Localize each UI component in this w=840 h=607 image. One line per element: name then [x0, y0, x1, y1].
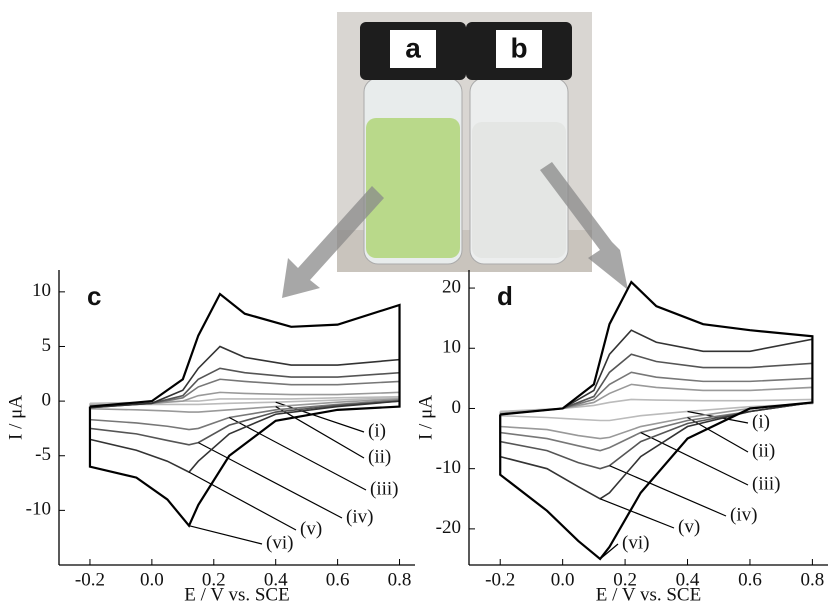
y-tick-label: 5	[42, 335, 52, 356]
curve-label: (iv)	[730, 504, 757, 525]
y-axis-label: I / μA	[5, 395, 26, 440]
curve-label: (i)	[368, 420, 386, 441]
y-tick-label: 10	[32, 280, 51, 301]
curve-label: (iii)	[370, 478, 399, 499]
curve-label: (ii)	[368, 446, 391, 467]
x-tick-label: 0.0	[140, 569, 164, 590]
leader-line	[188, 471, 297, 531]
x-axis-label: E / V vs. SCE	[184, 584, 289, 605]
vial-b-liquid	[472, 122, 566, 258]
x-tick-label: -0.2	[485, 569, 515, 590]
arrow-a	[282, 186, 384, 298]
x-axis-label: E / V vs. SCE	[596, 584, 701, 605]
x-tick-label: 0.6	[326, 569, 350, 590]
cv-curve	[499, 398, 814, 422]
leader-line	[188, 525, 263, 545]
curve-label: (v)	[678, 516, 700, 537]
panel-label: d	[497, 281, 513, 311]
label-a-box	[390, 30, 436, 68]
curve-label: (iii)	[752, 473, 781, 494]
x-tick-label: 0.6	[738, 569, 762, 590]
leader-line	[275, 401, 365, 433]
y-axis-label: I / μA	[415, 395, 436, 440]
leader-line	[599, 498, 675, 529]
leader-line	[198, 442, 343, 519]
x-tick-label: 0.2	[202, 569, 226, 590]
photo: a b	[337, 12, 592, 272]
arrows	[282, 162, 628, 298]
curve-label: (iv)	[346, 506, 373, 527]
leader-line	[609, 465, 727, 517]
cv-curve	[88, 292, 401, 528]
y-tick-label: 0	[452, 397, 462, 418]
curve-label: (v)	[300, 518, 322, 539]
leader-line	[599, 543, 619, 560]
curve-label: (ii)	[752, 440, 775, 461]
curve-label: (vi)	[266, 532, 293, 553]
y-tick-label: -5	[35, 444, 51, 465]
arrow-b	[540, 162, 628, 290]
leader-line	[228, 416, 367, 491]
panel-label: c	[87, 281, 101, 311]
y-tick-label: 20	[442, 276, 461, 297]
vial-label: a	[405, 32, 421, 63]
x-tick-label: 0.4	[676, 569, 700, 590]
x-tick-label: 0.0	[551, 569, 575, 590]
y-tick-label: -10	[26, 499, 51, 520]
y-tick-label: 10	[442, 337, 461, 358]
curve-label: (i)	[752, 411, 770, 432]
curve-label: (vi)	[622, 532, 649, 553]
x-tick-label: 0.8	[801, 569, 825, 590]
vial-label: b	[510, 32, 527, 63]
y-tick-label: -10	[436, 457, 461, 478]
cv-curve	[89, 367, 401, 446]
vial-a-liquid	[366, 118, 460, 258]
x-tick-label: -0.2	[75, 569, 105, 590]
leader-line	[687, 416, 749, 453]
leader-line	[640, 432, 749, 486]
label-b-box	[496, 30, 542, 68]
x-tick-label: 0.8	[388, 569, 412, 590]
y-tick-label: 0	[42, 389, 52, 410]
cv-curve	[499, 280, 814, 561]
x-tick-label: 0.2	[613, 569, 637, 590]
y-tick-label: -20	[436, 517, 461, 538]
x-tick-label: 0.4	[264, 569, 288, 590]
leader-line	[275, 406, 365, 459]
